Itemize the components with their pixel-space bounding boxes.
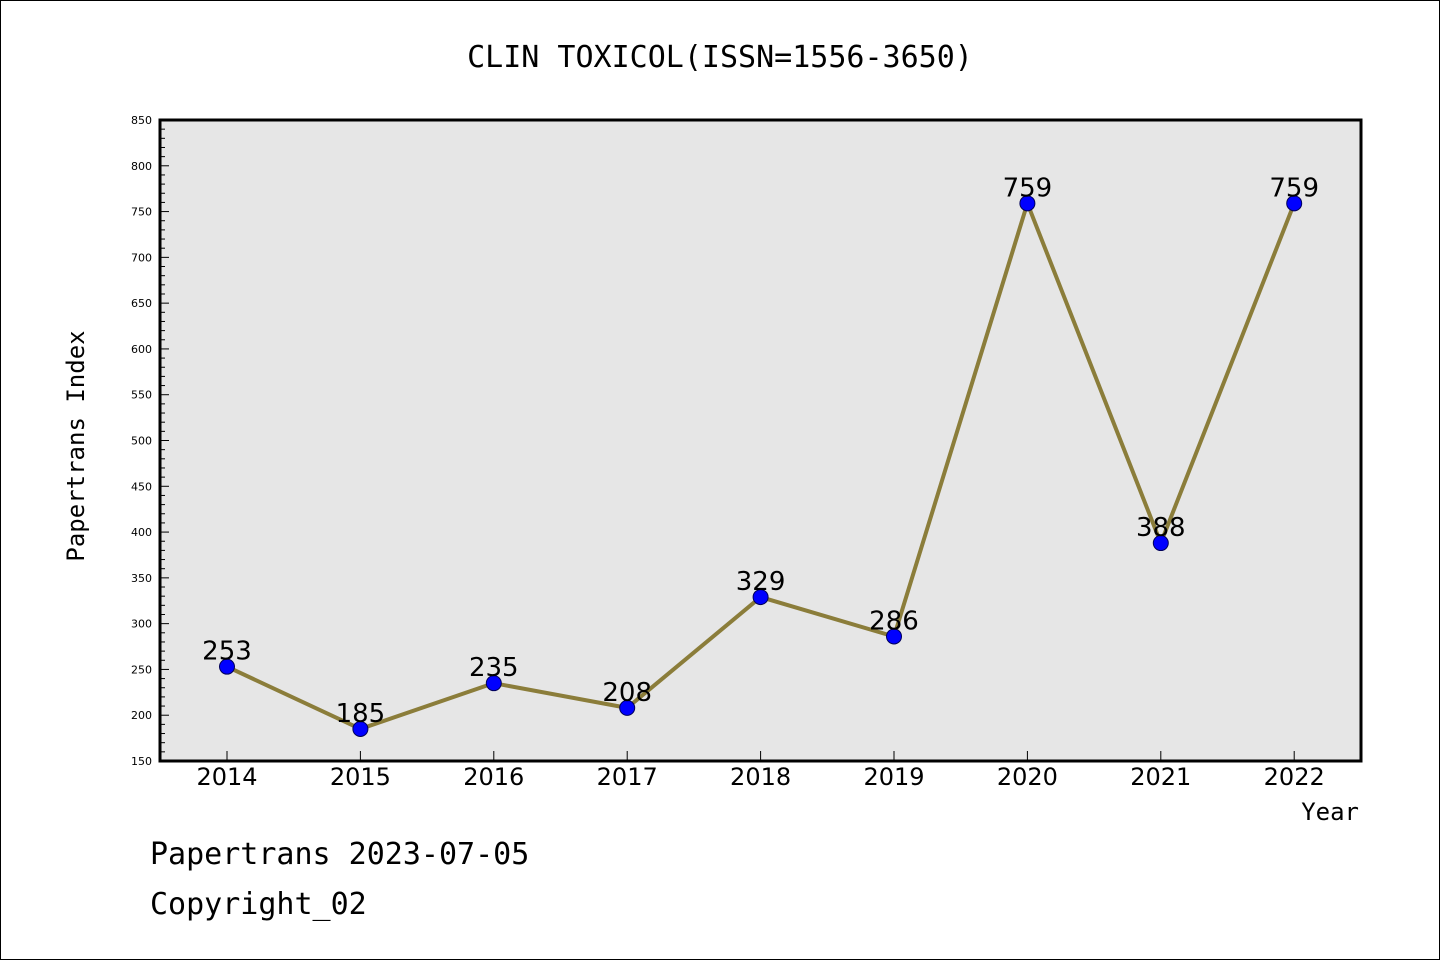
x-tick-label: 2022 [1264,763,1325,791]
data-point [1019,195,1036,212]
y-tick-label: 450 [131,480,152,493]
data-label: 286 [869,606,919,636]
x-tick-label: 2015 [330,763,391,791]
y-tick-label: 550 [131,389,152,402]
data-point [352,720,369,737]
y-tick-label: 200 [131,709,152,722]
y-tick-label: 650 [131,297,152,310]
data-point [1152,535,1169,552]
x-tick-label: 2014 [196,763,257,791]
x-axis: 2014 2015 2016 2017 2018 2019 2020 2021 2022 [196,751,1325,791]
y-tick-label: 350 [131,572,152,585]
x-axis-label: Year [1301,798,1359,826]
footer-copyright: Copyright_02 [150,887,367,922]
y-axis-label: Papertrans Index [62,330,90,561]
data-label: 208 [602,678,652,708]
y-axis: 150 200 250 300 350 400 450 500 550 600 650 700 750 8… [131,114,169,768]
x-tick-label: 2018 [730,763,791,791]
x-tick-label: 2016 [463,763,524,791]
y-tick-label: 600 [131,343,152,356]
y-tick-label: 300 [131,618,152,631]
data-label: 388 [1136,513,1186,543]
data-point [1286,195,1303,212]
x-tick-label: 2019 [863,763,924,791]
y-tick-label: 250 [131,663,152,676]
x-tick-label: 2017 [597,763,658,791]
data-label: 235 [469,653,519,683]
chart-title: CLIN TOXICOL(ISSN=1556-3650) [467,40,973,75]
data-label: 759 [1269,173,1319,203]
data-label: 759 [1003,173,1053,203]
plot-area [158,118,1363,763]
y-tick-label: 750 [131,206,152,219]
y-tick-label: 850 [131,114,152,127]
y-tick-label: 150 [131,755,152,768]
x-tick-label: 2021 [1130,763,1191,791]
series-layer: 253 185 235 208 329 286 759 388 759 [202,173,1319,737]
data-label: 253 [202,637,252,667]
y-tick-label: 700 [131,251,152,264]
y-tick-label: 400 [131,526,152,539]
footer-stamp: Papertrans 2023-07-05 [150,837,529,872]
x-tick-label: 2020 [997,763,1058,791]
data-label: 185 [336,699,386,729]
data-point [219,658,235,675]
y-tick-label: 800 [131,160,152,173]
data-point [752,589,769,606]
data-label: 329 [736,567,786,597]
data-point [619,699,636,716]
y-tick-label: 500 [131,435,152,448]
data-point [485,675,502,692]
data-point [886,628,902,645]
